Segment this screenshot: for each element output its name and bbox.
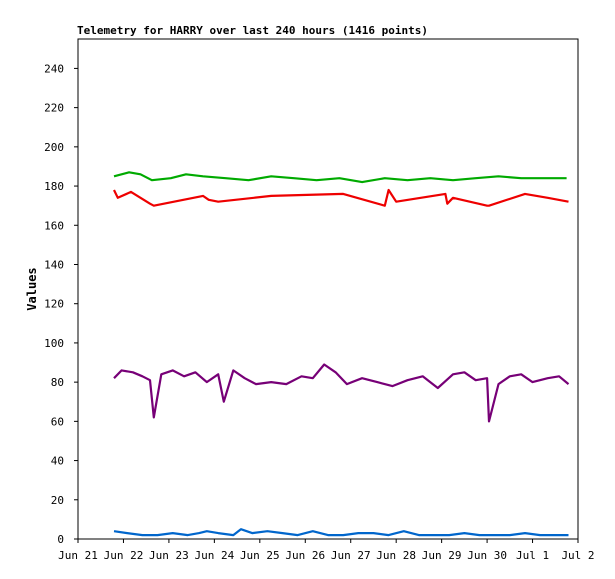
series-line-3 (113, 363, 570, 423)
y-tick-label: 180 (44, 180, 64, 193)
series-lines (113, 171, 570, 537)
y-tick-label: 160 (44, 219, 64, 232)
y-tick-label: 200 (44, 141, 64, 154)
y-tick-label: 140 (44, 258, 64, 271)
x-tick-label: Jul 2 (561, 549, 594, 562)
x-tick-label: Jun 25 (240, 549, 280, 562)
x-tick-label: Jun 26 (285, 549, 325, 562)
x-tick-label: Jun 21 (58, 549, 98, 562)
y-tick-label: 80 (51, 376, 64, 389)
x-tick-label: Jun 30 (467, 549, 507, 562)
y-tick-label: 120 (44, 298, 64, 311)
series-line-1 (113, 171, 567, 184)
x-tick-label: Jun 28 (376, 549, 416, 562)
y-tick-label: 40 (51, 455, 64, 468)
series-line-4 (113, 528, 569, 537)
x-tick-label: Jul 1 (516, 549, 549, 562)
x-tick-label: Jun 27 (331, 549, 371, 562)
chart-title: Telemetry for HARRY over last 240 hours … (77, 24, 428, 37)
y-axis-label: Values (25, 267, 39, 310)
x-tick-label: Jun 24 (194, 549, 234, 562)
y-tick-label: 220 (44, 102, 64, 115)
series-line-2 (113, 188, 569, 207)
y-tick-label: 60 (51, 415, 64, 428)
x-axis: Jun 21 Jun 22 Jun 23 Jun 24 Jun 25 Jun 26 Jun … (58, 539, 595, 562)
y-tick-label: 0 (57, 533, 64, 546)
y-tick-label: 240 (44, 62, 64, 75)
y-tick-label: 20 (51, 494, 64, 507)
x-tick-label: Jun 22 (104, 549, 144, 562)
y-tick-label: 100 (44, 337, 64, 350)
x-tick-label: Jun 23 (149, 549, 189, 562)
x-tick-label: Jun 29 (422, 549, 462, 562)
y-axis: 0 20 40 60 80 100 120 140 160 180 200 220 240 (44, 62, 78, 546)
plot-frame (77, 38, 579, 540)
